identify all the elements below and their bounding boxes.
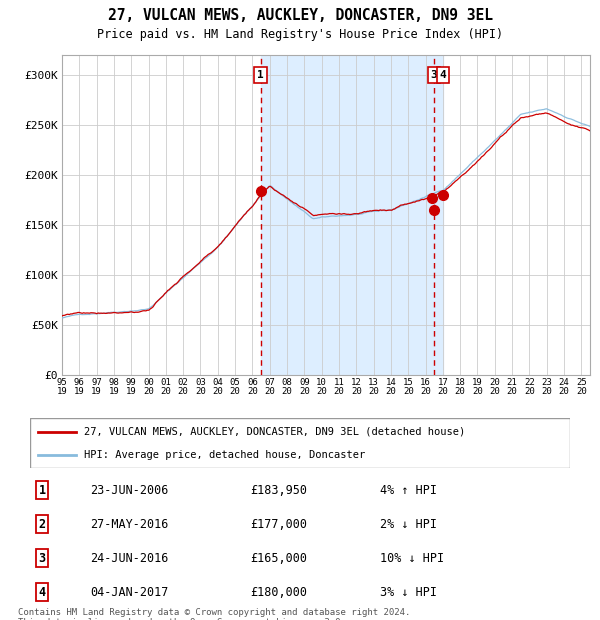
Text: 27, VULCAN MEWS, AUCKLEY, DONCASTER, DN9 3EL (detached house): 27, VULCAN MEWS, AUCKLEY, DONCASTER, DN9…	[84, 427, 465, 436]
Text: £183,950: £183,950	[250, 484, 307, 497]
Text: 27-MAY-2016: 27-MAY-2016	[90, 518, 169, 531]
Text: 3: 3	[430, 70, 437, 80]
Text: 23-JUN-2006: 23-JUN-2006	[90, 484, 169, 497]
Text: 3: 3	[38, 552, 46, 564]
Text: HPI: Average price, detached house, Doncaster: HPI: Average price, detached house, Donc…	[84, 450, 365, 459]
Text: 10% ↓ HPI: 10% ↓ HPI	[380, 552, 444, 564]
Text: £180,000: £180,000	[250, 585, 307, 598]
Text: 4% ↑ HPI: 4% ↑ HPI	[380, 484, 437, 497]
Text: 27, VULCAN MEWS, AUCKLEY, DONCASTER, DN9 3EL: 27, VULCAN MEWS, AUCKLEY, DONCASTER, DN9…	[107, 8, 493, 23]
Text: 04-JAN-2017: 04-JAN-2017	[90, 585, 169, 598]
Text: 1: 1	[257, 70, 264, 80]
Bar	[260, 55, 443, 375]
Text: £177,000: £177,000	[250, 518, 307, 531]
Text: 3% ↓ HPI: 3% ↓ HPI	[380, 585, 437, 598]
Text: 4: 4	[38, 585, 46, 598]
Text: Price paid vs. HM Land Registry's House Price Index (HPI): Price paid vs. HM Land Registry's House …	[97, 28, 503, 41]
Text: 2% ↓ HPI: 2% ↓ HPI	[380, 518, 437, 531]
Text: 1: 1	[38, 484, 46, 497]
Text: 4: 4	[440, 70, 446, 80]
Text: 24-JUN-2016: 24-JUN-2016	[90, 552, 169, 564]
Text: 2: 2	[38, 518, 46, 531]
Text: Contains HM Land Registry data © Crown copyright and database right 2024.
This d: Contains HM Land Registry data © Crown c…	[18, 608, 410, 620]
Text: £165,000: £165,000	[250, 552, 307, 564]
